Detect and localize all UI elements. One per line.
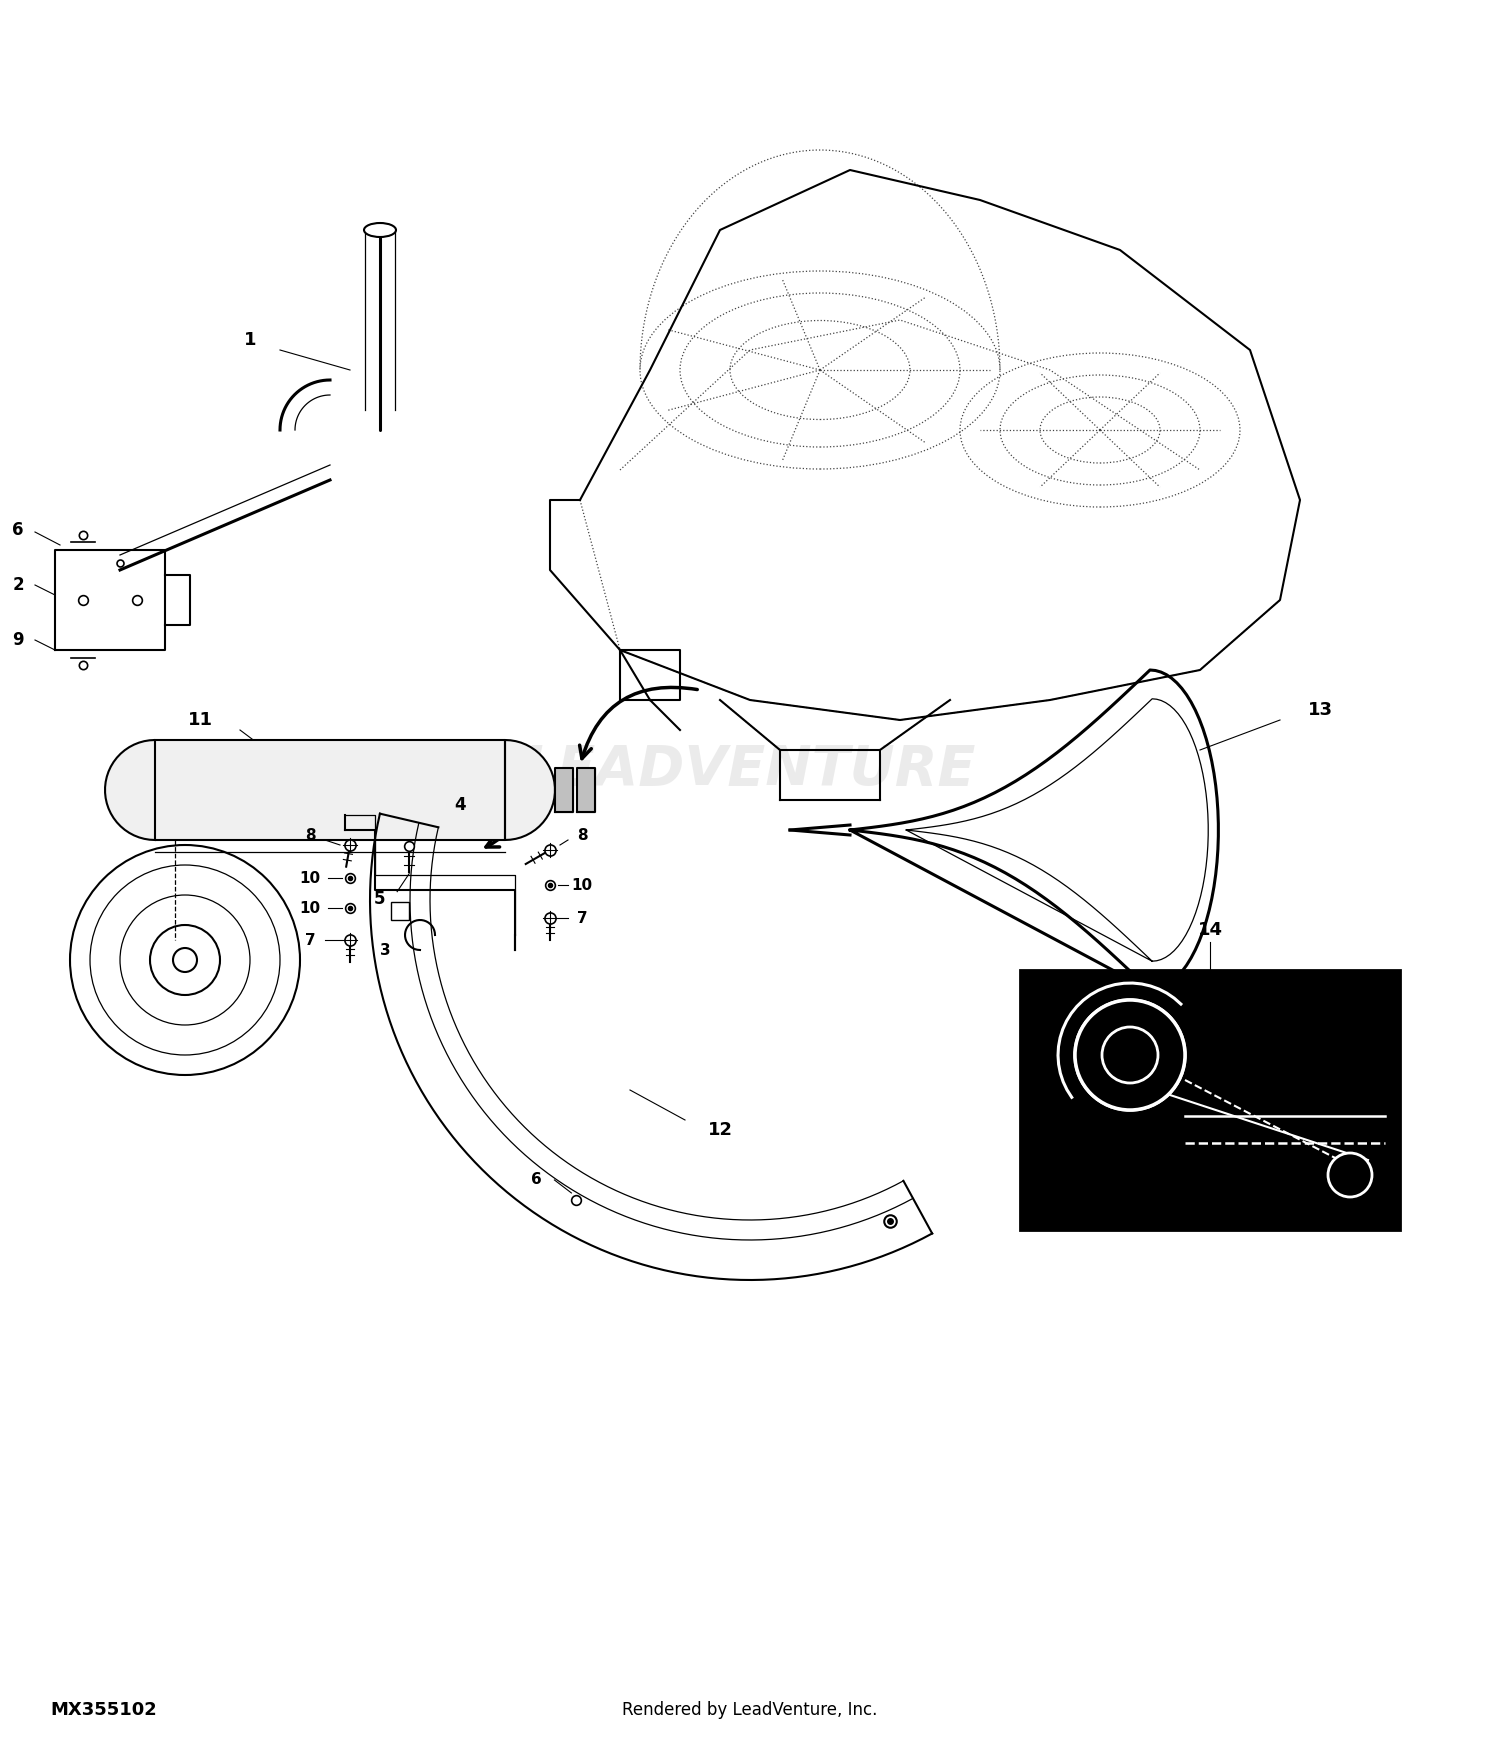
Text: 4: 4 [454, 796, 466, 814]
Text: 9: 9 [12, 632, 24, 649]
Polygon shape [578, 768, 596, 812]
Text: 6: 6 [12, 522, 24, 539]
Circle shape [172, 949, 196, 971]
Text: 11: 11 [188, 710, 213, 730]
Bar [1020, 970, 1400, 1230]
Text: 10: 10 [300, 901, 321, 915]
Text: 8: 8 [304, 828, 315, 842]
Text: LEADVENTURE: LEADVENTURE [524, 744, 976, 796]
Text: 13: 13 [1308, 702, 1332, 719]
Text: 1: 1 [244, 331, 256, 348]
Text: 3: 3 [380, 943, 390, 957]
Circle shape [1076, 999, 1185, 1110]
Text: 2: 2 [12, 576, 24, 593]
Polygon shape [56, 550, 165, 649]
Text: 7: 7 [576, 910, 588, 926]
Text: 5: 5 [374, 889, 386, 908]
Bar [392, 903, 410, 920]
Text: 6: 6 [531, 1172, 542, 1188]
Circle shape [1328, 1153, 1372, 1197]
Text: 8: 8 [576, 828, 588, 842]
Text: 14: 14 [1197, 920, 1222, 940]
Polygon shape [105, 740, 555, 840]
Text: Rendered by LeadVenture, Inc.: Rendered by LeadVenture, Inc. [622, 1701, 878, 1718]
Text: 12: 12 [708, 1122, 732, 1139]
Ellipse shape [364, 222, 396, 236]
Text: 10: 10 [300, 870, 321, 886]
Text: MX355102: MX355102 [50, 1701, 158, 1718]
Text: 10: 10 [572, 877, 592, 892]
Polygon shape [555, 768, 573, 812]
Text: 7: 7 [304, 933, 315, 947]
